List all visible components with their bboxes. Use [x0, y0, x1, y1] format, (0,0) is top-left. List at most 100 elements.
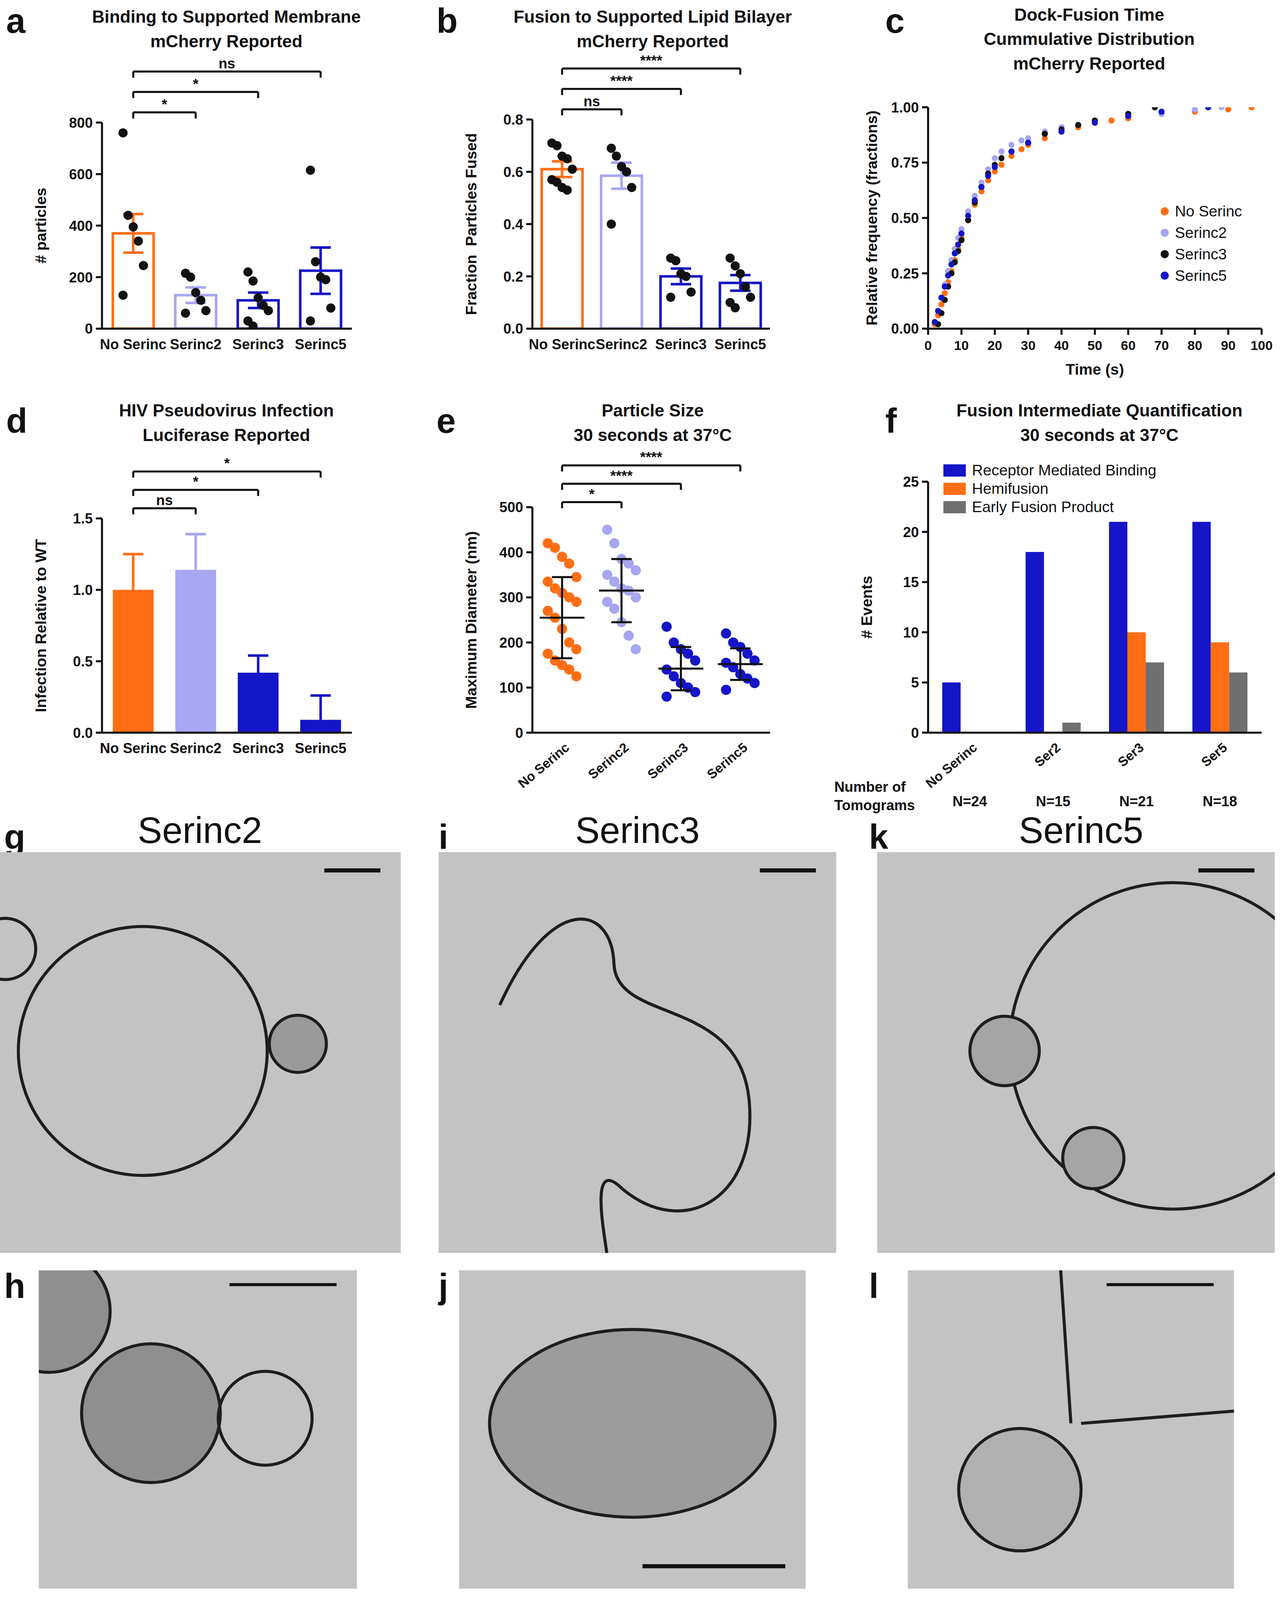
- x-tick-label: Serinc2: [585, 739, 632, 782]
- bar: [600, 175, 642, 329]
- micrograph-panel: gSerinc2: [0, 809, 401, 1253]
- point: [185, 272, 196, 282]
- point: [681, 271, 691, 282]
- significance-bracket: [133, 471, 321, 478]
- y-tick: [96, 588, 103, 591]
- x-tick-label: 10: [953, 337, 969, 353]
- bracket: [256, 489, 259, 496]
- x-tick-label: Ser2: [1031, 739, 1064, 770]
- micrograph: [877, 851, 1275, 1253]
- bar: [300, 270, 341, 329]
- micrograph-panel: j: [437, 1266, 806, 1589]
- panel-letter: l: [868, 1266, 879, 1306]
- significance-label: ns: [218, 55, 236, 72]
- x-axis: [101, 731, 352, 734]
- bracket: [561, 109, 564, 116]
- point: [248, 321, 258, 329]
- y-tick-label: 10: [903, 624, 920, 641]
- significance-label: *: [192, 473, 199, 490]
- y-tick-label: 15: [903, 574, 920, 591]
- panel-letter: d: [6, 401, 28, 441]
- point: [745, 292, 756, 302]
- error-line: [561, 576, 564, 658]
- point: [139, 260, 149, 271]
- y-tick: [526, 222, 533, 225]
- y-tick: [921, 106, 929, 109]
- point: [606, 143, 617, 154]
- y-tick-label: 0.0: [73, 724, 93, 741]
- panel-letter: h: [3, 1266, 25, 1306]
- x-tick-label: Ser3: [1114, 739, 1147, 770]
- bracket: [132, 471, 135, 478]
- membrane: [489, 1329, 776, 1518]
- x-tick: [927, 328, 929, 335]
- point: [971, 197, 978, 204]
- point: [935, 307, 942, 314]
- point: [1125, 112, 1132, 120]
- y-tick-label: 0.4: [503, 216, 524, 233]
- x-tick: [1127, 328, 1130, 335]
- point: [661, 691, 672, 702]
- point: [955, 241, 962, 248]
- point: [1248, 107, 1255, 111]
- significance-label: *: [224, 455, 231, 472]
- point: [1018, 146, 1025, 153]
- panel-letter: e: [436, 401, 456, 441]
- point: [118, 290, 128, 300]
- y-tick-label: 600: [69, 166, 93, 183]
- error-cap: [730, 647, 751, 650]
- x-tick: [1027, 328, 1029, 335]
- point: [571, 643, 582, 655]
- bracket: [256, 91, 259, 99]
- bracket: [132, 112, 135, 119]
- error-bar: [310, 247, 331, 295]
- point: [1205, 107, 1212, 111]
- legend-marker: [1160, 271, 1169, 280]
- point: [611, 151, 622, 161]
- bar: [237, 672, 279, 733]
- point: [690, 655, 701, 666]
- membrane: [81, 1343, 221, 1482]
- n-label: N=18: [1202, 793, 1238, 810]
- point: [964, 212, 972, 219]
- plot-area: [112, 533, 341, 733]
- point: [941, 283, 949, 290]
- y-tick-label: 0.50: [891, 210, 919, 227]
- error-cap: [551, 657, 573, 660]
- title: Particle Size: [601, 400, 705, 420]
- point: [931, 319, 938, 326]
- membrane: [218, 1371, 313, 1465]
- x-tick: [1260, 328, 1263, 335]
- point: [1091, 119, 1099, 126]
- panel-f: fFusion Intermediate Quantification30 se…: [834, 400, 1262, 814]
- legend-marker: [1160, 249, 1169, 259]
- scale-bar: [1106, 1282, 1214, 1286]
- y-axis: [531, 506, 534, 733]
- bar: [1025, 551, 1044, 733]
- y-tick-label: 0.5: [73, 653, 93, 670]
- bracket: [561, 465, 564, 472]
- x-tick-label: No Serinc: [99, 739, 167, 757]
- membrane: [499, 918, 751, 1253]
- membrane: [38, 1269, 111, 1372]
- bar: [942, 682, 961, 733]
- point: [562, 154, 573, 164]
- plot-area: [112, 128, 341, 329]
- y-tick: [921, 631, 929, 633]
- point: [1008, 148, 1015, 155]
- n-label: N=24: [952, 793, 988, 810]
- micrograph-content: [38, 1269, 313, 1482]
- point: [1158, 108, 1165, 115]
- y-tick: [921, 581, 929, 584]
- point: [602, 524, 613, 535]
- significance-bracket: [561, 483, 681, 490]
- point: [630, 643, 641, 655]
- panel-letter: j: [437, 1266, 449, 1306]
- error-line: [620, 558, 623, 623]
- y-tick: [526, 596, 533, 599]
- point: [627, 182, 637, 193]
- micrograph-background: [438, 851, 837, 1253]
- panel-e: eParticle Size30 seconds at 37°C01002003…: [436, 400, 771, 791]
- point: [623, 630, 634, 641]
- y-tick-label: 1.5: [73, 510, 93, 527]
